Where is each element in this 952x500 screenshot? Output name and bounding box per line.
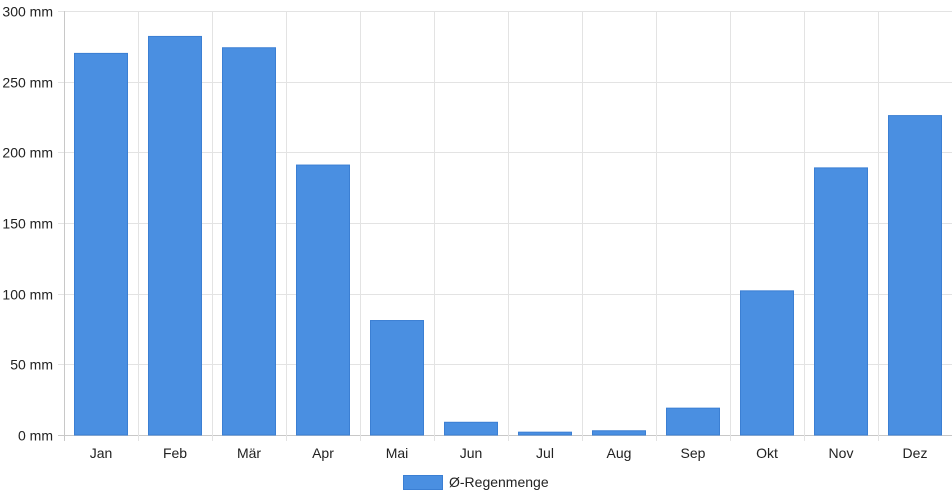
bar-okt bbox=[740, 290, 794, 436]
x-tick-label: Dez bbox=[903, 445, 928, 461]
bar-aug bbox=[592, 430, 646, 436]
x-tick-label: Aug bbox=[607, 445, 632, 461]
y-tick-label: 150 mm bbox=[2, 216, 53, 232]
x-tick-label: Jun bbox=[460, 445, 483, 461]
y-tick-label: 50 mm bbox=[10, 357, 53, 373]
bar-jun bbox=[444, 421, 498, 436]
bar-jul bbox=[518, 431, 572, 436]
y-tick-label: 300 mm bbox=[2, 4, 53, 20]
x-tick-label: Okt bbox=[756, 445, 778, 461]
legend-label: Ø-Regenmenge bbox=[449, 474, 549, 490]
bar-mai bbox=[370, 320, 424, 436]
legend-swatch bbox=[403, 474, 443, 490]
bar-jan bbox=[74, 52, 128, 436]
bar-mär bbox=[222, 47, 276, 436]
x-tick-label: Nov bbox=[829, 445, 854, 461]
y-tick-label: 0 mm bbox=[18, 428, 53, 444]
x-tick-label: Sep bbox=[681, 445, 706, 461]
x-tick-label: Jul bbox=[536, 445, 554, 461]
x-tick-label: Apr bbox=[312, 445, 334, 461]
bar-nov bbox=[814, 167, 868, 436]
grid-lines bbox=[58, 11, 952, 441]
y-tick-label: 100 mm bbox=[2, 287, 53, 303]
y-tick-labels: 0 mm 50 mm 100 mm 150 mm 200 mm 250 mm 300 mm bbox=[2, 4, 53, 444]
bars bbox=[74, 35, 942, 436]
legend[interactable]: Ø-Regenmenge bbox=[403, 472, 549, 492]
x-tick-label: Mai bbox=[386, 445, 409, 461]
bar-feb bbox=[148, 35, 202, 436]
y-tick-label: 250 mm bbox=[2, 75, 53, 91]
x-tick-label: Jan bbox=[90, 445, 113, 461]
bar-dez bbox=[888, 115, 942, 436]
x-tick-label: Feb bbox=[163, 445, 187, 461]
x-tick-labels: Jan Feb Mär Apr Mai Jun Jul Aug Sep Okt Nov Dez bbox=[90, 445, 928, 461]
bar-sep bbox=[666, 407, 720, 436]
x-tick-label: Mär bbox=[237, 445, 261, 461]
bar-apr bbox=[296, 164, 350, 436]
y-tick-label: 200 mm bbox=[2, 145, 53, 161]
